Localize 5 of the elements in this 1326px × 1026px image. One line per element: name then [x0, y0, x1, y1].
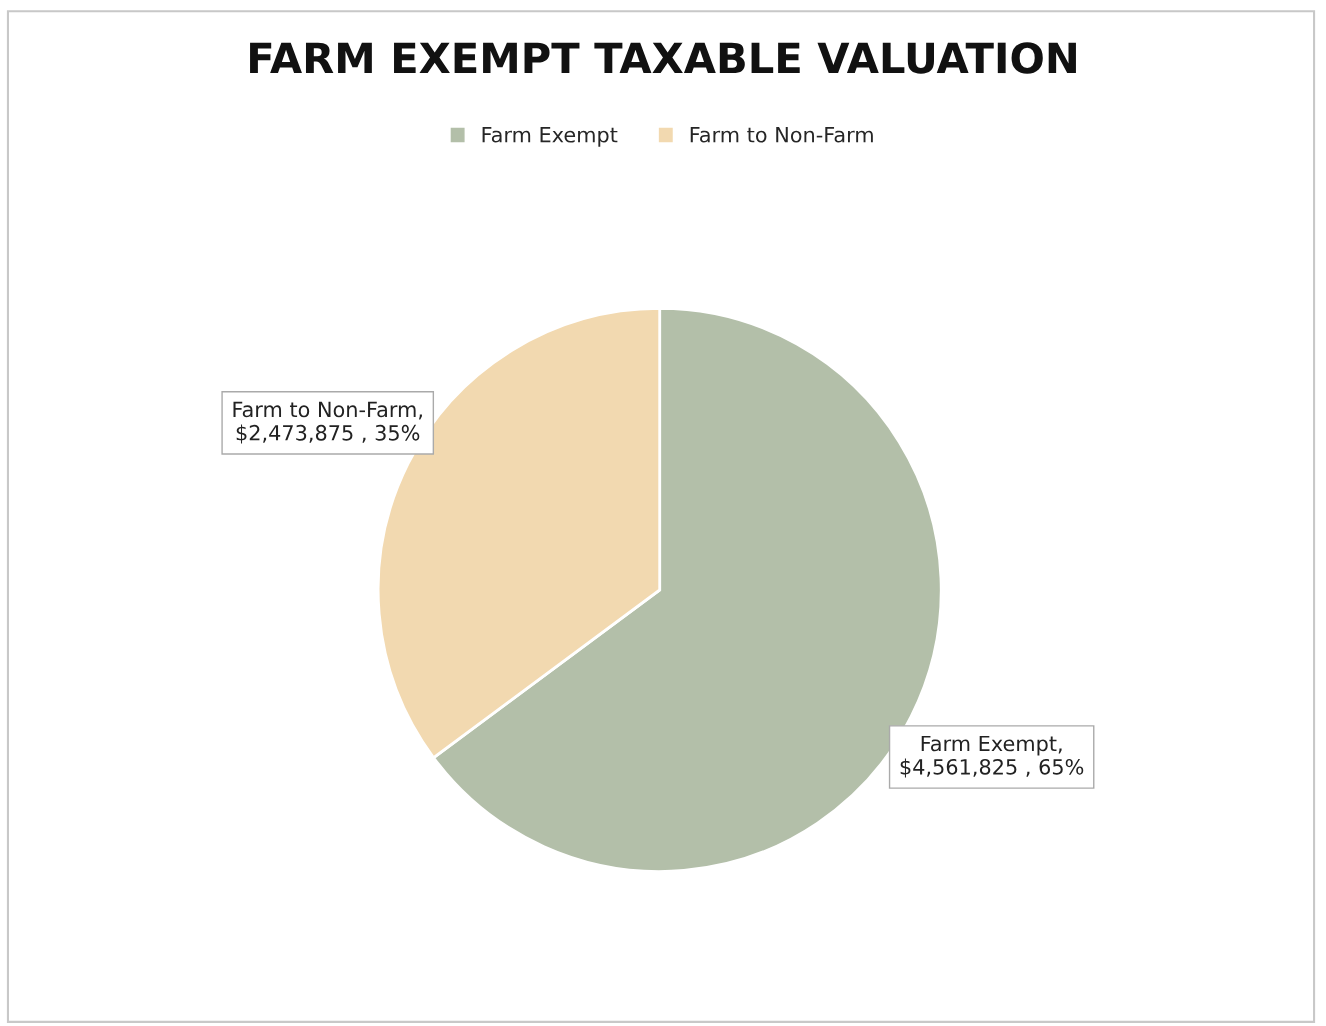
chart-title: FARM EXEMPT TAXABLE VALUATION — [250, 42, 1076, 74]
legend-label: Farm to Non-Farm — [690, 127, 873, 143]
legend-label: Farm Exempt — [482, 127, 618, 147]
data-label: Farm to Non-Farm, $2,473,875 , 35% — [233, 401, 422, 444]
data-label: Farm Exempt, $4,561,825 , 65% — [900, 735, 1084, 778]
